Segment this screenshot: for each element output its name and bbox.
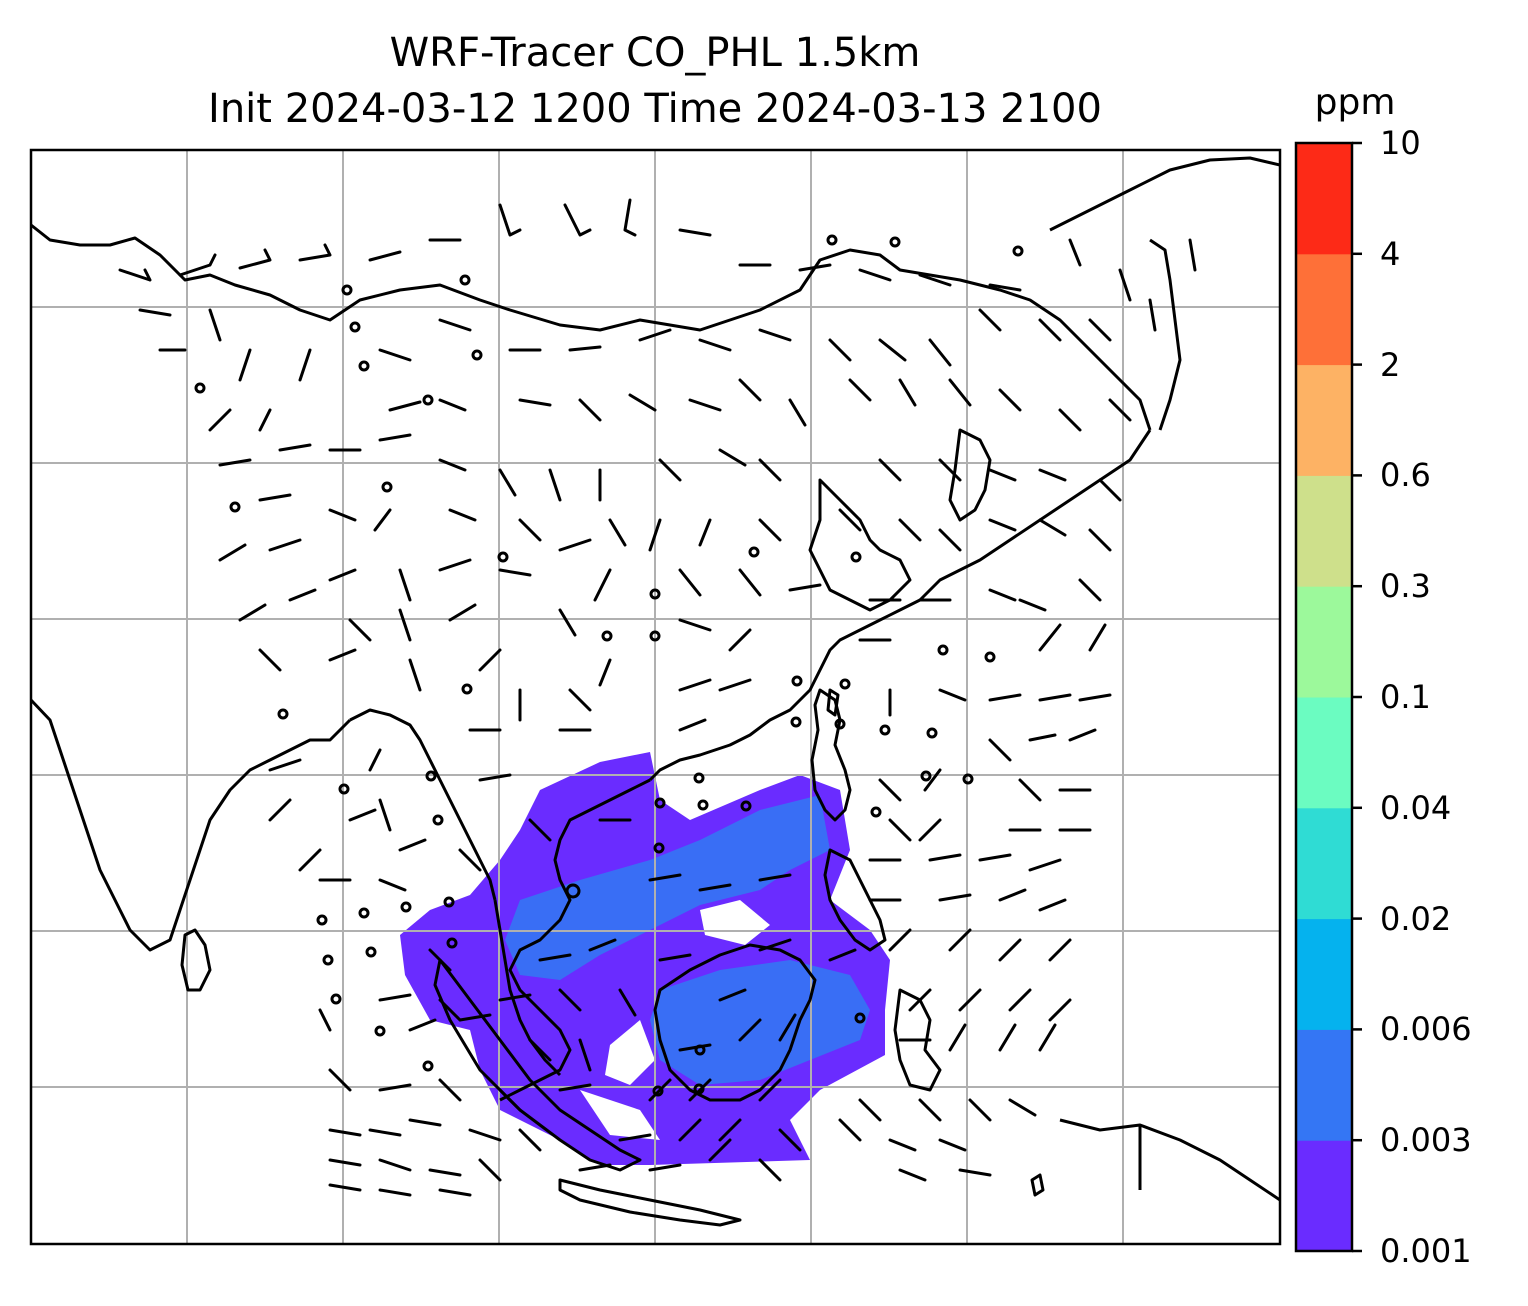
plume-hole <box>580 1090 660 1140</box>
coastline-bohai <box>808 478 912 612</box>
colorbar-tick-label: 4 <box>1380 234 1401 273</box>
coastline-srilanka <box>180 928 212 992</box>
coastline-philippines-luzon <box>810 688 852 822</box>
colorbar-bin <box>1296 364 1352 476</box>
coastline-malay-peninsula <box>493 899 562 1077</box>
map-area <box>31 150 1280 1244</box>
calm-wind-circles <box>194 234 1024 1097</box>
colorbar-bin <box>1296 807 1352 920</box>
colorbar-tick-label: 0.3 <box>1380 567 1431 606</box>
colorbar-bin <box>1296 143 1352 255</box>
colorbar-unit-label: ppm <box>1314 82 1396 123</box>
colorbar-bin <box>1296 586 1352 698</box>
colorbar-bin <box>1296 1029 1352 1141</box>
plume-hole <box>700 900 770 945</box>
colorbar-tick-label: 2 <box>1380 345 1401 384</box>
coastlines <box>31 156 1280 1227</box>
colorbar-bin <box>1296 918 1352 1030</box>
coastline-eurasia <box>31 223 1152 431</box>
colorbar-tick-label: 0.6 <box>1380 456 1431 495</box>
colorbar-tick-label: 0.006 <box>1380 1010 1472 1049</box>
colorbar-bin <box>1296 697 1352 809</box>
plume-mid-concentration <box>505 795 830 980</box>
plume-mid-concentration <box>650 960 870 1085</box>
colorbar-tick-label: 0.001 <box>1380 1232 1472 1270</box>
wind-barbs <box>118 198 1197 1197</box>
colorbar-bin <box>1296 253 1352 366</box>
map-title-line1: WRF-Tracer CO_PHL 1.5km <box>389 30 921 76</box>
coastline-korea <box>948 428 992 522</box>
colorbar-bin <box>1296 1140 1352 1252</box>
coastline-japan <box>1149 238 1182 431</box>
map-frame <box>29 148 1282 1246</box>
map-title-line2: Init 2024-03-12 1200 Time 2024-03-13 210… <box>208 86 1102 132</box>
gridlines <box>31 150 1280 1244</box>
colorbar-tick-label: 10 <box>1380 124 1421 162</box>
colorbar-tick-label: 0.04 <box>1380 788 1452 827</box>
colorbar <box>1296 143 1352 1252</box>
coastline-china-east <box>648 429 1152 782</box>
coastline-kamchatka <box>1049 156 1280 232</box>
coastline-indochina <box>499 778 651 1102</box>
colorbar-ticks <box>1352 141 1362 1253</box>
coastline-bay-of-bengal <box>349 708 497 901</box>
coastline-sumatra <box>433 958 642 1172</box>
coastline-java <box>558 1178 742 1227</box>
colorbar-tick-label: 0.003 <box>1380 1121 1472 1160</box>
coastline-philippines-south <box>823 848 887 952</box>
colorbar-tick-label: 0.1 <box>1380 678 1431 716</box>
plume-hole <box>605 1020 655 1085</box>
co-plume <box>400 752 890 1165</box>
colorbar-bin <box>1296 475 1352 587</box>
coastline-sulawesi <box>893 988 942 1092</box>
coastline-india <box>31 698 352 952</box>
coastline-new-guinea <box>1059 1118 1280 1202</box>
coastline-small-island <box>1030 1173 1045 1197</box>
colorbar-tick-label: 0.02 <box>1380 899 1452 938</box>
coastline-taiwan <box>826 688 840 717</box>
coastline-borneo <box>653 943 817 1102</box>
